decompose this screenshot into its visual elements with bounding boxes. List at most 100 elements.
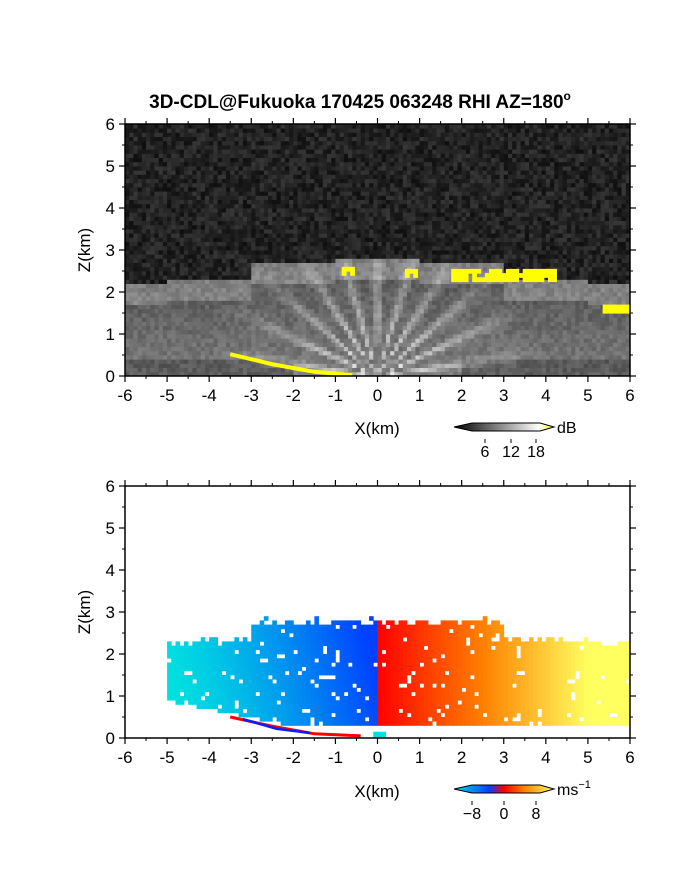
reflectivity-cell xyxy=(541,241,547,247)
reflectivity-cell xyxy=(238,296,244,301)
reflectivity-cell xyxy=(276,367,282,373)
reflectivity-cell xyxy=(621,300,627,305)
reflectivity-cell xyxy=(625,355,630,360)
reflectivity-cell xyxy=(221,371,227,376)
reflectivity-cell xyxy=(276,346,282,352)
reflectivity-cell xyxy=(516,203,521,209)
reflectivity-cell xyxy=(268,199,273,205)
reflectivity-cell xyxy=(440,233,446,238)
reflectivity-cell xyxy=(272,266,277,272)
reflectivity-cell xyxy=(381,287,387,293)
reflectivity-cell xyxy=(272,334,277,339)
reflectivity-cell xyxy=(192,371,197,376)
reflectivity-cell xyxy=(175,346,181,352)
reflectivity-cell xyxy=(289,329,294,335)
reflectivity-cell xyxy=(343,300,349,305)
reflectivity-cell xyxy=(268,313,273,318)
reflectivity-cell xyxy=(213,292,218,297)
reflectivity-cell xyxy=(204,300,210,305)
reflectivity-cell xyxy=(327,308,332,314)
reflectivity-cell xyxy=(209,220,214,226)
reflectivity-cell xyxy=(196,283,202,289)
reflectivity-cell xyxy=(533,317,538,322)
reflectivity-cell xyxy=(204,283,210,289)
reflectivity-cell xyxy=(428,346,433,352)
reflectivity-cell xyxy=(457,300,463,305)
reflectivity-cell xyxy=(562,321,568,326)
reflectivity-cell xyxy=(293,355,298,360)
reflectivity-cell xyxy=(364,325,370,331)
reflectivity-cell xyxy=(449,262,454,268)
reflectivity-cell xyxy=(293,371,298,376)
reflectivity-cell xyxy=(255,245,261,251)
reflectivity-cell xyxy=(133,216,139,221)
reflectivity-cell xyxy=(579,275,585,280)
reflectivity-cell xyxy=(259,363,265,368)
reflectivity-cell xyxy=(301,300,307,305)
reflectivity-cell xyxy=(297,350,303,356)
reflectivity-cell xyxy=(524,367,530,373)
reflectivity-cell xyxy=(436,334,442,339)
reflectivity-cell xyxy=(529,367,534,373)
reflectivity-cell xyxy=(465,245,471,251)
reflectivity-cell xyxy=(550,224,555,230)
reflectivity-cell xyxy=(327,266,332,272)
reflectivity-cell xyxy=(562,355,568,360)
reflectivity-cell xyxy=(343,287,349,293)
reflectivity-cell xyxy=(293,233,298,238)
reflectivity-cell xyxy=(167,342,172,347)
reflectivity-cell xyxy=(133,334,139,339)
reflectivity-cell xyxy=(428,304,433,310)
reflectivity-cell xyxy=(529,229,534,234)
reflectivity-cell xyxy=(297,325,303,331)
reflectivity-cell xyxy=(470,321,475,326)
reflectivity-cell xyxy=(352,304,357,310)
reflectivity-cell xyxy=(247,329,252,335)
reflectivity-field xyxy=(125,124,630,376)
reflectivity-cell xyxy=(335,292,341,297)
reflectivity-cell xyxy=(133,203,139,209)
reflectivity-cell xyxy=(604,203,610,209)
reflectivity-cell xyxy=(415,338,420,343)
reflectivity-cell xyxy=(575,212,580,217)
reflectivity-cell xyxy=(453,233,458,238)
reflectivity-cell xyxy=(608,203,614,209)
reflectivity-cell xyxy=(402,334,408,339)
reflectivity-cell xyxy=(503,262,509,268)
reflectivity-cell xyxy=(440,237,446,242)
reflectivity-cell xyxy=(558,262,564,268)
reflectivity-cell xyxy=(276,308,282,314)
reflectivity-cell xyxy=(596,283,601,289)
reflectivity-cell xyxy=(146,212,151,217)
reflectivity-cell xyxy=(617,254,622,259)
reflectivity-cell xyxy=(394,258,399,263)
reflectivity-cell xyxy=(491,308,496,314)
reflectivity-cell xyxy=(305,371,311,376)
reflectivity-cell xyxy=(587,350,593,356)
reflectivity-cell xyxy=(268,350,273,356)
reflectivity-cell xyxy=(575,304,580,310)
reflectivity-cell xyxy=(255,229,261,234)
reflectivity-cell xyxy=(183,292,189,297)
reflectivity-cell xyxy=(423,258,429,263)
reflectivity-cell xyxy=(209,283,214,289)
reflectivity-cell xyxy=(192,258,197,263)
reflectivity-cell xyxy=(457,287,463,293)
reflectivity-cell xyxy=(343,283,349,289)
reflectivity-cell xyxy=(217,254,223,259)
reflectivity-cell xyxy=(141,220,147,226)
reflectivity-cell xyxy=(263,237,269,242)
reflectivity-cell xyxy=(263,266,269,272)
reflectivity-cell xyxy=(541,292,547,297)
reflectivity-cell xyxy=(617,371,622,376)
reflectivity-cell xyxy=(613,275,618,280)
reflectivity-cell xyxy=(579,325,585,331)
reflectivity-cell xyxy=(179,325,185,331)
reflectivity-cell xyxy=(432,300,437,305)
reflectivity-cell xyxy=(154,304,160,310)
reflectivity-cell xyxy=(179,212,185,217)
reflectivity-cell xyxy=(516,258,521,263)
reflectivity-cell xyxy=(440,359,446,364)
reflectivity-cell xyxy=(486,367,492,373)
reflectivity-cell xyxy=(596,254,601,259)
